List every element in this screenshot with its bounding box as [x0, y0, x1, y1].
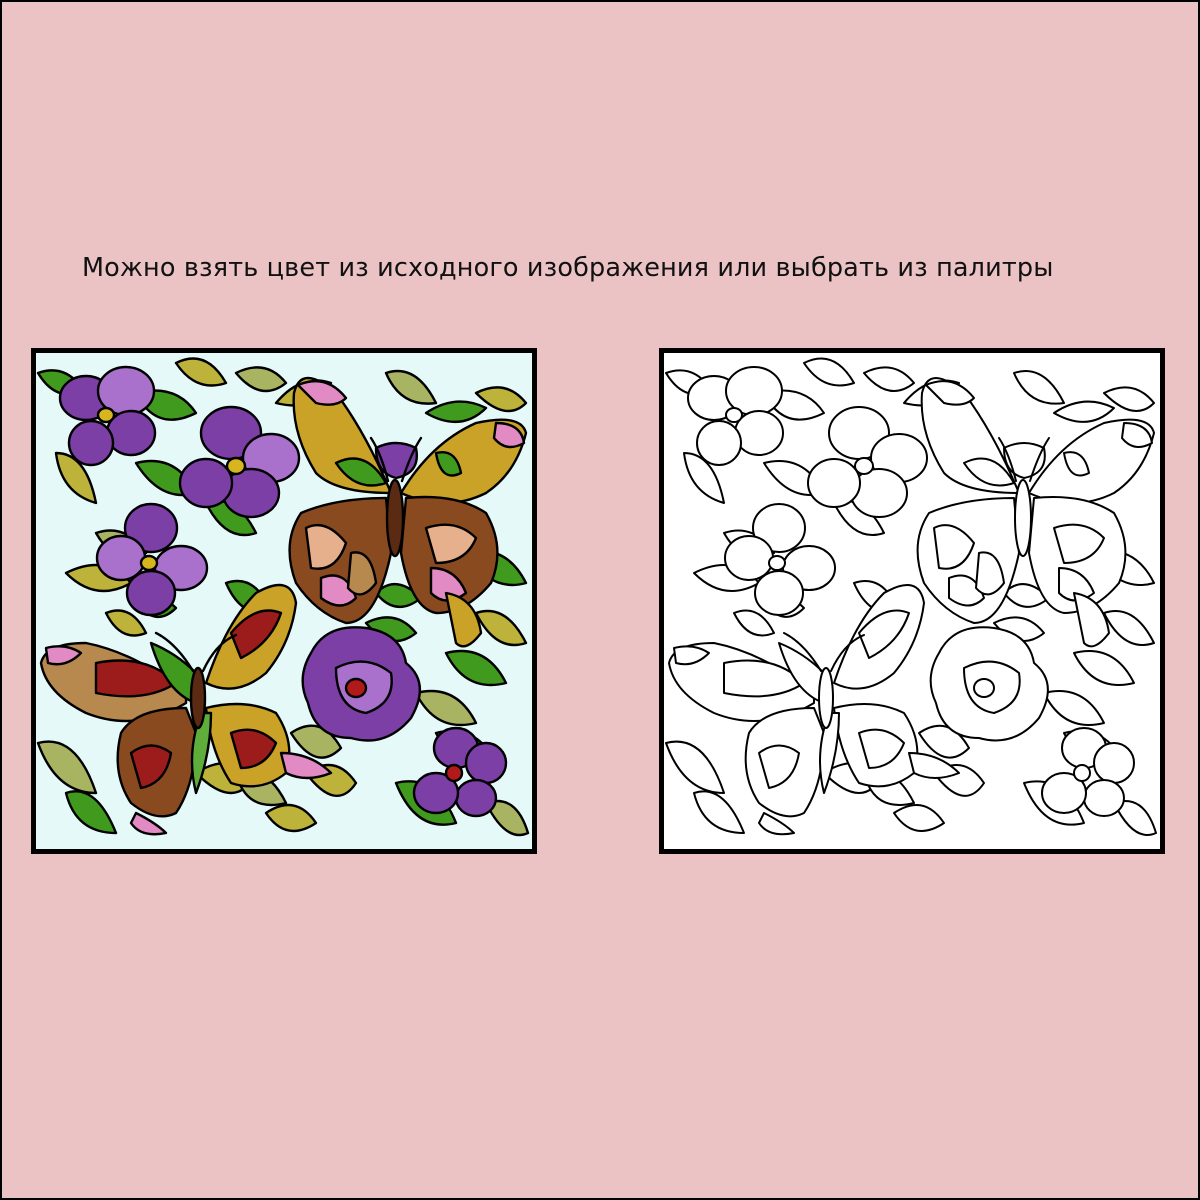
butterfly-outline-icon[interactable]	[916, 377, 1155, 648]
coloring-canvas-panel[interactable]	[659, 348, 1165, 854]
butterfly-outline-icon[interactable]	[668, 584, 960, 836]
coloring-canvas[interactable]	[664, 353, 1160, 849]
source-image[interactable]	[36, 353, 532, 849]
flower-outline-icon[interactable]	[687, 366, 1135, 817]
flower-icon	[58, 365, 157, 467]
flower-icon	[95, 502, 209, 617]
butterfly-icon	[39, 583, 333, 836]
flower-icon	[412, 726, 508, 818]
flower-icon	[301, 626, 422, 742]
butterfly-icon	[288, 376, 528, 648]
flower-icon	[178, 405, 301, 519]
source-image-panel[interactable]	[31, 348, 537, 854]
instruction-text: Можно взять цвет из исходного изображени…	[82, 253, 1054, 283]
